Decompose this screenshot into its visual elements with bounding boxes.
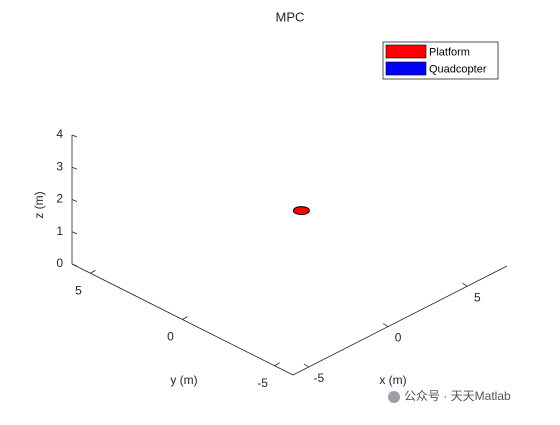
z-tick-label: 2 [56,192,63,206]
watermark-text: 公众号 · 天天Matlab [404,389,511,403]
y-axis-label: y (m) [170,373,197,387]
y-tick [274,362,280,367]
platform-disk [292,206,310,216]
y-tick-label: -5 [257,376,268,390]
z-tick-label: 4 [56,127,63,141]
y-tick-label: 0 [167,330,174,344]
y-tick-label: 5 [75,283,82,297]
x-axis-line [292,265,508,376]
y-tick [90,269,96,274]
z-tick [71,166,78,170]
z-axis-label: z (m) [32,191,46,218]
x-tick [303,363,310,368]
x-tick-label: -5 [314,371,325,385]
z-tick-label: 0 [56,256,63,270]
z-tick [71,263,78,267]
x-tick-label: 0 [395,331,402,345]
legend-swatch [385,44,427,59]
z-tick [71,231,78,235]
legend-swatch [385,61,427,76]
x-tick-label: 5 [474,290,481,304]
z-tick [71,134,78,138]
watermark: 公众号 · 天天Matlab [388,389,511,403]
z-tick-label: 3 [56,159,63,173]
legend-label: Platform [429,46,470,58]
legend-label: Quadcopter [429,63,487,75]
x-tick [462,282,468,287]
watermark-icon [388,391,400,403]
z-tick [71,199,78,202]
x-tick [382,323,389,327]
x-axis-label: x (m) [379,373,406,387]
chart-title: MPC [276,9,305,24]
z-tick-label: 1 [56,224,63,238]
y-tick [182,316,188,320]
